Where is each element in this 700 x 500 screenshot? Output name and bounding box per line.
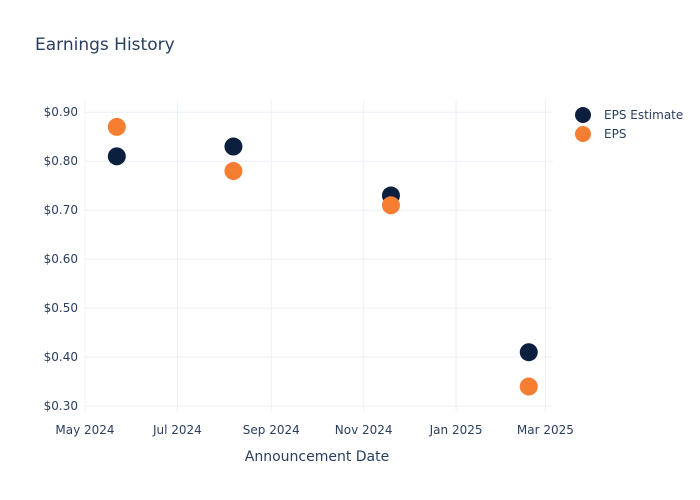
y-tick-label: $0.60 <box>44 252 78 266</box>
chart-title: Earnings History <box>35 35 175 55</box>
x-gridlines <box>84 100 546 411</box>
data-points <box>107 117 538 396</box>
x-tick-label: May 2024 <box>55 423 114 437</box>
legend-label: EPS <box>604 127 626 141</box>
y-tick-label: $0.30 <box>44 399 78 413</box>
legend-item-eps-estimate[interactable]: EPS Estimate <box>575 107 683 123</box>
x-tick-label: Jul 2024 <box>152 423 202 437</box>
legend-marker <box>575 107 591 123</box>
legend[interactable]: EPS Estimate EPS <box>575 107 683 142</box>
legend-marker <box>575 126 591 142</box>
x-tick-label: Jan 2025 <box>429 423 483 437</box>
x-tick-label: Nov 2024 <box>335 423 393 437</box>
point-eps-estimate-0[interactable] <box>107 147 126 166</box>
y-axis-tick-labels: $0.30 $0.40 $0.50 $0.60 $0.70 $0.80 $0.90 <box>44 105 78 413</box>
point-eps-3[interactable] <box>519 377 538 396</box>
y-tick-label: $0.40 <box>44 350 78 364</box>
y-tick-label: $0.80 <box>44 154 78 168</box>
point-eps-estimate-3[interactable] <box>519 343 538 362</box>
point-eps-estimate-1[interactable] <box>224 137 243 156</box>
legend-label: EPS Estimate <box>604 108 683 122</box>
y-gridlines <box>85 111 553 407</box>
point-eps-1[interactable] <box>224 162 243 181</box>
y-tick-label: $0.70 <box>44 203 78 217</box>
x-tick-label: Sep 2024 <box>243 423 300 437</box>
x-axis-tick-labels: May 2024 Jul 2024 Sep 2024 Nov 2024 Jan 2025… <box>55 423 574 437</box>
y-tick-label: $0.90 <box>44 105 78 119</box>
point-eps-0[interactable] <box>107 117 126 136</box>
point-eps-2[interactable] <box>381 196 400 215</box>
y-tick-label: $0.50 <box>44 301 78 315</box>
legend-item-eps[interactable]: EPS <box>575 126 626 142</box>
x-axis-title: Announcement Date <box>245 449 389 465</box>
x-tick-label: Mar 2025 <box>517 423 574 437</box>
